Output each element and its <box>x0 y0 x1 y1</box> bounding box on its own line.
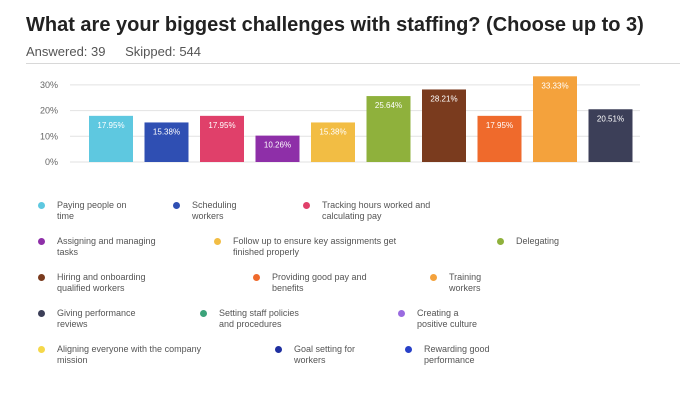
bar[interactable] <box>200 115 244 162</box>
bar[interactable] <box>533 76 577 162</box>
y-tick-label: 30% <box>40 80 58 90</box>
bar[interactable] <box>366 96 411 162</box>
y-tick-label: 20% <box>40 106 58 116</box>
bar[interactable] <box>144 122 189 162</box>
bar[interactable] <box>255 135 300 162</box>
bar-value-label: 25.64% <box>375 101 402 110</box>
y-tick-label: 0% <box>45 157 58 167</box>
bar-value-label: 17.95% <box>97 121 124 130</box>
skipped-count: Skipped: 544 <box>125 44 202 59</box>
response-stats: Answered: 39 Skipped: 544 <box>26 44 217 59</box>
bar[interactable] <box>477 115 522 162</box>
bar-value-label: 28.21% <box>430 94 457 103</box>
bar[interactable] <box>311 122 355 162</box>
bar[interactable] <box>89 115 133 162</box>
bar-value-label: 10.26% <box>264 141 291 150</box>
bar-value-label: 33.33% <box>541 81 568 90</box>
bar[interactable] <box>588 109 633 162</box>
bar-value-label: 17.95% <box>208 121 235 130</box>
bar-value-label: 17.95% <box>486 121 513 130</box>
y-tick-label: 10% <box>40 131 58 141</box>
answered-count: Answered: 39 <box>26 44 106 59</box>
header-divider <box>26 63 680 64</box>
bar-value-label: 15.38% <box>153 127 180 136</box>
bar[interactable] <box>422 89 466 162</box>
bar-value-label: 20.51% <box>597 114 624 123</box>
bar-value-label: 15.38% <box>319 127 346 136</box>
page-title: What are your biggest challenges with st… <box>26 14 644 36</box>
